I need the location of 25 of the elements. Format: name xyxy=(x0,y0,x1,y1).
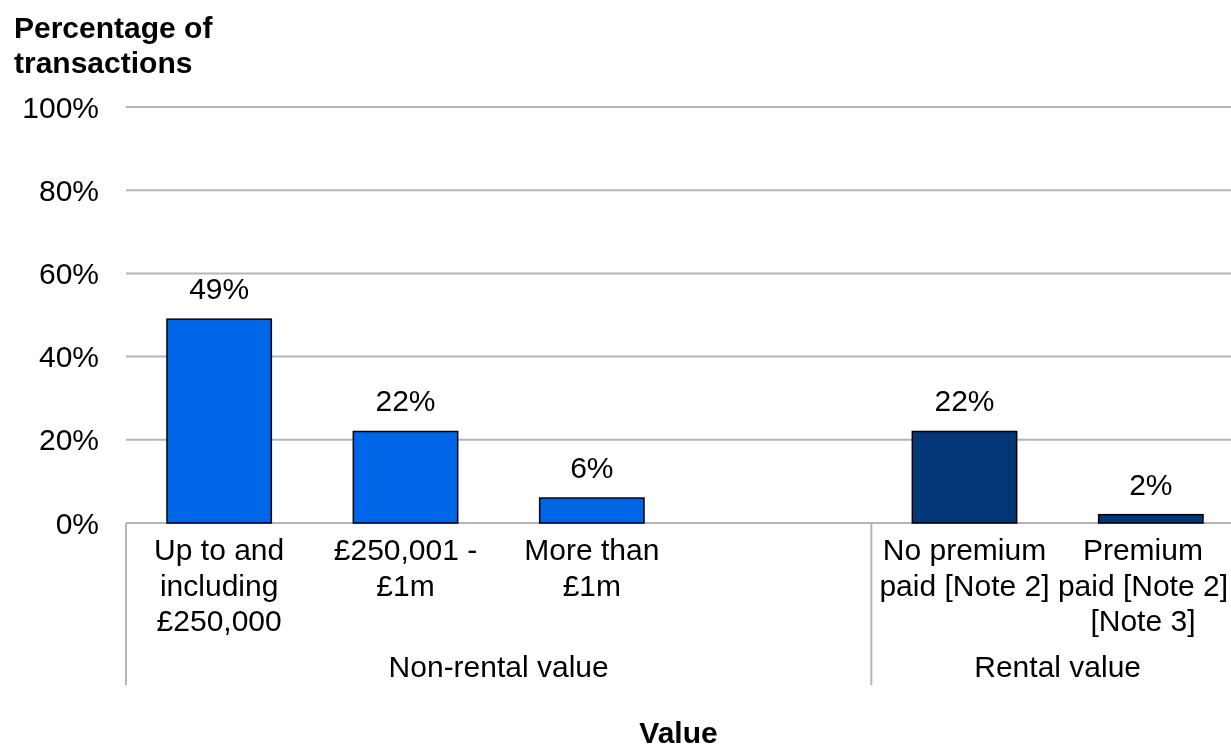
x-tick-label: More than £1m xyxy=(524,533,660,602)
y-tick-label: 60% xyxy=(38,256,99,290)
bar xyxy=(538,497,645,524)
y-tick-label: 0% xyxy=(55,506,99,540)
data-label: 22% xyxy=(375,384,436,418)
x-tick-label: Premium paid [Note 2] [Note 3] xyxy=(1057,533,1229,637)
bar xyxy=(911,430,1018,524)
bar xyxy=(166,318,273,524)
bar xyxy=(1097,513,1204,524)
text: Non-rental value xyxy=(388,650,609,683)
x-axis-title: Value xyxy=(639,716,718,747)
y-tick-label: 100% xyxy=(22,90,99,124)
y-tick-label: 40% xyxy=(38,340,99,374)
x-tick-label: £250,001 - £1m xyxy=(333,533,478,602)
y-tick-label: 80% xyxy=(38,173,99,207)
data-label: 6% xyxy=(570,451,614,485)
x-tick-label: No premium paid [Note 2] xyxy=(879,533,1050,602)
text: Rental value xyxy=(974,650,1142,683)
bar xyxy=(352,430,459,524)
data-label: 2% xyxy=(1129,467,1173,501)
x-tick-label: Up to and including £250,000 xyxy=(154,533,285,637)
y-tick-label: 20% xyxy=(38,423,99,457)
data-label: 22% xyxy=(934,384,995,418)
y-axis-title: Percentage of transactions xyxy=(14,10,214,79)
data-label: 49% xyxy=(189,272,250,306)
